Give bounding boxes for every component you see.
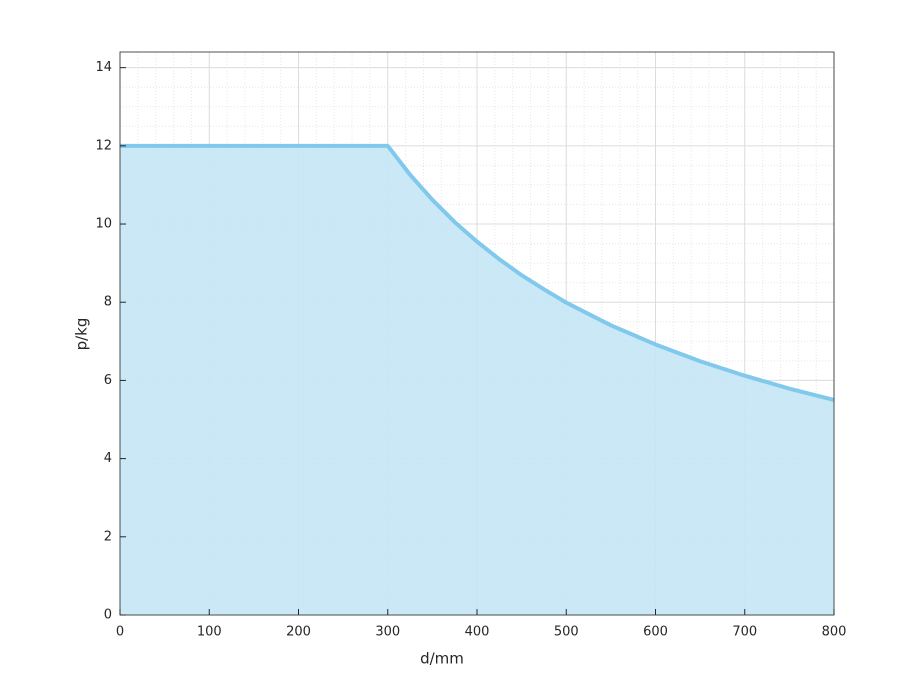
y-tick-label: 6 <box>104 373 112 388</box>
axes: 0 100 200 300 400 500 600 700 800 0 2 4 6 8 10 12 14 <box>95 51 847 640</box>
y-tick-label: 14 <box>95 60 112 75</box>
y-tick-label: 12 <box>95 138 112 153</box>
y-axis-label: p/kg <box>73 318 91 351</box>
x-axis-label: d/mm <box>420 650 464 668</box>
x-tick-label: 700 <box>732 625 757 640</box>
y-tick-label: 10 <box>95 217 112 232</box>
x-tick-label: 0 <box>116 625 124 640</box>
x-tick-label: 800 <box>822 625 847 640</box>
y-tick-label: 8 <box>104 295 112 310</box>
x-tick-label: 100 <box>197 625 222 640</box>
plot <box>120 143 835 616</box>
y-tick-label: 0 <box>104 608 112 623</box>
area-fill <box>120 145 834 616</box>
x-tick-label: 200 <box>286 625 311 640</box>
axes-box <box>119 51 835 616</box>
area-line <box>120 143 835 402</box>
y-tick-label: 2 <box>104 529 112 544</box>
x-tick-label: 400 <box>465 625 490 640</box>
x-tick-label: 600 <box>643 625 668 640</box>
x-tick-label: 500 <box>554 625 579 640</box>
y-tick-label: 4 <box>104 451 112 466</box>
x-tick-label: 300 <box>375 625 400 640</box>
